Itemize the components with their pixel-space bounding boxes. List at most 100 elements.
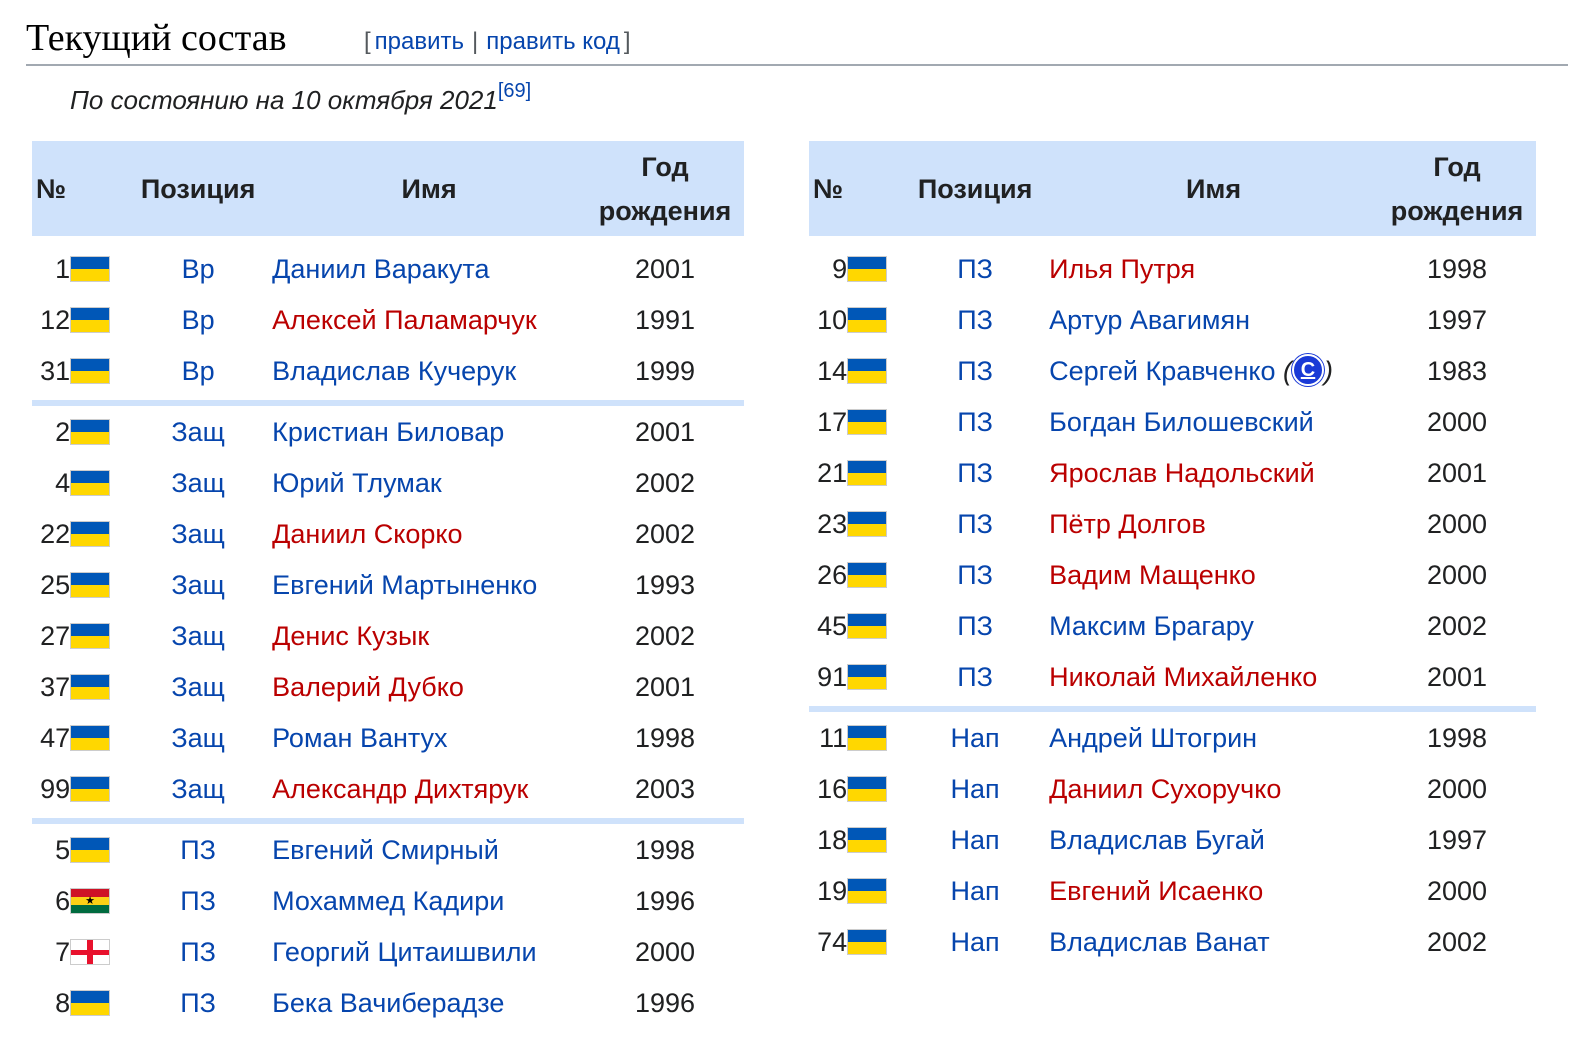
player-name-link[interactable]: Даниил Сухоручко bbox=[1049, 774, 1282, 804]
player-name-link[interactable]: Вадим Мащенко bbox=[1049, 560, 1256, 590]
player-name-link[interactable]: Кристиан Биловар bbox=[272, 417, 505, 447]
position-link[interactable]: Защ bbox=[171, 774, 225, 804]
position-link[interactable]: ПЗ bbox=[180, 937, 216, 967]
player-name-link[interactable]: Владислав Бугай bbox=[1049, 825, 1265, 855]
player-name-link[interactable]: Евгений Исаенко bbox=[1049, 876, 1264, 906]
ukraine-flag-icon[interactable] bbox=[847, 510, 888, 537]
ukraine-flag-icon[interactable] bbox=[70, 255, 111, 282]
squad-table-left-body: 1 Вр Даниил Варакута 2001 12 Вр Алексей Палама… bbox=[32, 236, 744, 1029]
ghana-flag-icon[interactable] bbox=[70, 887, 111, 914]
player-position-cell: ПЗ bbox=[901, 652, 1049, 703]
position-link[interactable]: Защ bbox=[171, 723, 225, 753]
ukraine-flag-icon[interactable] bbox=[847, 255, 888, 282]
player-name-link[interactable]: Пётр Долгов bbox=[1049, 509, 1206, 539]
player-position-cell: ПЗ bbox=[124, 927, 272, 978]
ukraine-flag-icon[interactable] bbox=[70, 520, 111, 547]
edit-link[interactable]: править bbox=[374, 28, 465, 55]
player-name-link[interactable]: Мохаммед Кадири bbox=[272, 886, 505, 916]
ukraine-flag-icon[interactable] bbox=[847, 459, 888, 486]
ukraine-flag-icon[interactable] bbox=[70, 571, 111, 598]
player-flag-cell bbox=[70, 876, 124, 927]
position-link[interactable]: ПЗ bbox=[180, 886, 216, 916]
georgia-flag-icon[interactable] bbox=[70, 938, 111, 965]
player-name-link[interactable]: Евгений Мартыненко bbox=[272, 570, 538, 600]
position-link[interactable]: Защ bbox=[171, 417, 225, 447]
player-name-link[interactable]: Денис Кузык bbox=[272, 621, 430, 651]
ukraine-flag-icon[interactable] bbox=[847, 928, 888, 955]
player-name-link[interactable]: Владислав Кучерук bbox=[272, 356, 517, 386]
player-name-link[interactable]: Ярослав Надольский bbox=[1049, 458, 1315, 488]
ukraine-flag-icon[interactable] bbox=[847, 306, 888, 333]
ukraine-flag-icon[interactable] bbox=[70, 357, 111, 384]
ukraine-flag-icon[interactable] bbox=[847, 663, 888, 690]
position-link[interactable]: Защ bbox=[171, 621, 225, 651]
position-link[interactable]: ПЗ bbox=[957, 611, 993, 641]
ukraine-flag-icon[interactable] bbox=[847, 826, 888, 853]
position-link[interactable]: Нап bbox=[950, 825, 1000, 855]
position-link[interactable]: Защ bbox=[171, 672, 225, 702]
position-link[interactable]: ПЗ bbox=[957, 356, 993, 386]
position-link[interactable]: Нап bbox=[950, 723, 1000, 753]
ukraine-flag-icon[interactable] bbox=[70, 673, 111, 700]
player-name-link[interactable]: Николай Михайленко bbox=[1049, 662, 1318, 692]
position-link[interactable]: ПЗ bbox=[180, 835, 216, 865]
ukraine-flag-icon[interactable] bbox=[847, 775, 888, 802]
player-name-link[interactable]: Георгий Цитаишвили bbox=[272, 937, 537, 967]
captain-icon[interactable]: C bbox=[1292, 353, 1325, 386]
ukraine-flag-icon[interactable] bbox=[70, 622, 111, 649]
position-link[interactable]: ПЗ bbox=[957, 560, 993, 590]
ukraine-flag-icon[interactable] bbox=[70, 836, 111, 863]
edit-code-link[interactable]: править код bbox=[486, 28, 620, 55]
player-name-link[interactable]: Даниил Варакута bbox=[272, 254, 490, 284]
ukraine-flag-icon[interactable] bbox=[70, 775, 111, 802]
reference-link[interactable]: [69] bbox=[497, 80, 532, 102]
position-link[interactable]: Нап bbox=[950, 876, 1000, 906]
ukraine-flag-icon[interactable] bbox=[70, 469, 111, 496]
ukraine-flag-icon[interactable] bbox=[847, 724, 888, 751]
player-name-link[interactable]: Артур Авагимян bbox=[1049, 305, 1251, 335]
ukraine-flag-icon[interactable] bbox=[847, 408, 888, 435]
position-link[interactable]: Вр bbox=[181, 254, 215, 284]
player-name-link[interactable]: Сергей Кравченко bbox=[1049, 356, 1276, 386]
player-name-link[interactable]: Бека Вачиберадзе bbox=[272, 988, 505, 1018]
position-link[interactable]: ПЗ bbox=[957, 254, 993, 284]
position-link[interactable]: Вр bbox=[181, 356, 215, 386]
position-link[interactable]: ПЗ bbox=[180, 988, 216, 1018]
position-link[interactable]: Нап bbox=[950, 774, 1000, 804]
ukraine-flag-icon[interactable] bbox=[70, 306, 111, 333]
ukraine-flag-icon[interactable] bbox=[70, 989, 111, 1016]
header-flag bbox=[70, 141, 125, 236]
position-link[interactable]: ПЗ bbox=[957, 407, 993, 437]
position-link[interactable]: Защ bbox=[171, 468, 225, 498]
ukraine-flag-icon[interactable] bbox=[847, 877, 888, 904]
player-name-link[interactable]: Владислав Ванат bbox=[1049, 927, 1270, 957]
player-name-link[interactable]: Евгений Смирный bbox=[272, 835, 499, 865]
ukraine-flag-icon[interactable] bbox=[847, 561, 888, 588]
position-link[interactable]: Вр bbox=[181, 305, 215, 335]
position-link[interactable]: ПЗ bbox=[957, 305, 993, 335]
group-divider-bar bbox=[32, 818, 744, 824]
player-birth-year: 2001 bbox=[634, 672, 696, 702]
ukraine-flag-icon[interactable] bbox=[847, 612, 888, 639]
player-name-link[interactable]: Александр Дихтярук bbox=[272, 774, 529, 804]
position-link[interactable]: ПЗ bbox=[957, 458, 993, 488]
ukraine-flag-icon[interactable] bbox=[847, 357, 888, 384]
player-name-link[interactable]: Максим Брагару bbox=[1049, 611, 1254, 641]
player-name-link[interactable]: Юрий Тлумак bbox=[272, 468, 442, 498]
position-link[interactable]: ПЗ bbox=[957, 662, 993, 692]
ukraine-flag-icon[interactable] bbox=[70, 418, 111, 445]
position-link[interactable]: Защ bbox=[171, 570, 225, 600]
position-link[interactable]: ПЗ bbox=[957, 509, 993, 539]
player-name-link[interactable]: Илья Путря bbox=[1049, 254, 1196, 284]
player-name-cell: Мохаммед Кадири bbox=[272, 876, 586, 927]
player-name-link[interactable]: Алексей Паламарчук bbox=[272, 305, 537, 335]
position-link[interactable]: Нап bbox=[950, 927, 1000, 957]
ukraine-flag-icon[interactable] bbox=[70, 724, 111, 751]
player-name-link[interactable]: Даниил Скорко bbox=[272, 519, 463, 549]
player-name-link[interactable]: Богдан Билошевский bbox=[1049, 407, 1314, 437]
player-name-link[interactable]: Валерий Дубко bbox=[272, 672, 464, 702]
player-name-link[interactable]: Андрей Штогрин bbox=[1049, 723, 1258, 753]
player-name-link[interactable]: Роман Вантух bbox=[272, 723, 448, 753]
position-link[interactable]: Защ bbox=[171, 519, 225, 549]
player-name-cell: Владислав Кучерук bbox=[272, 346, 586, 397]
